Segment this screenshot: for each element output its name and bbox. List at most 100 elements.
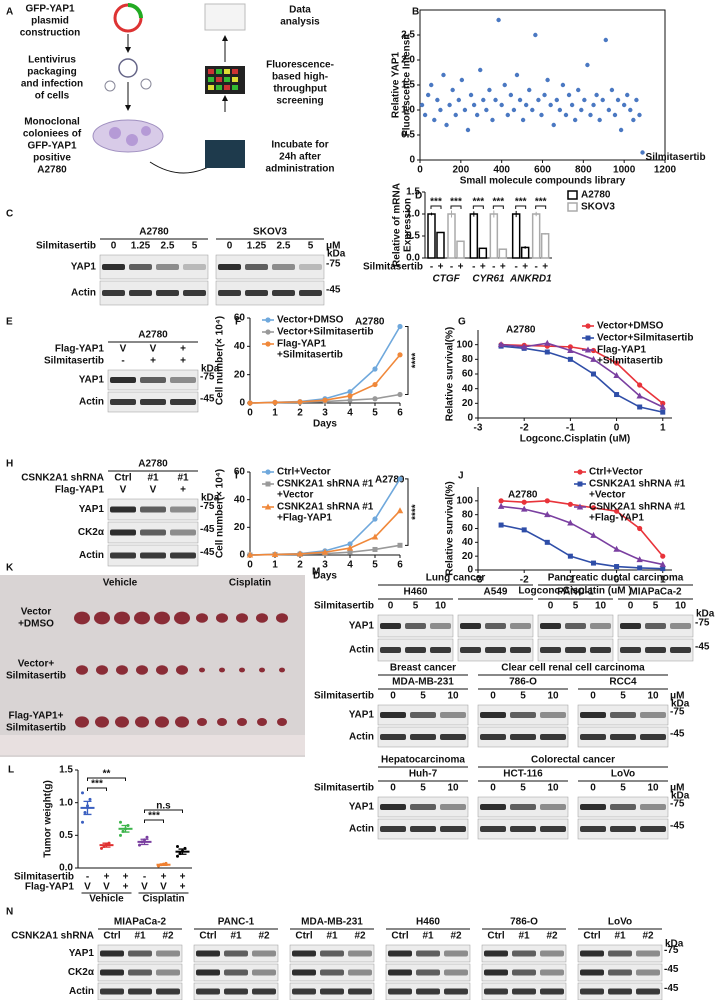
tumor: [216, 613, 228, 623]
band: [640, 712, 666, 718]
significance-bracket: [492, 205, 504, 209]
legend-marker: [585, 335, 591, 341]
band: [512, 969, 536, 976]
marker: [637, 382, 643, 388]
significance: **: [103, 769, 111, 780]
lane-label: +: [180, 485, 186, 496]
band: [444, 950, 468, 957]
legend-label: Vector+DMSO: [597, 321, 664, 332]
significance: ****: [411, 504, 422, 520]
y-tick-label: 60: [462, 523, 474, 534]
marker: [659, 403, 666, 410]
point: [551, 122, 556, 128]
lane-label: V: [120, 344, 127, 355]
band: [292, 950, 316, 957]
band: [245, 264, 268, 270]
marker: [521, 527, 527, 533]
band: [100, 969, 124, 976]
band: [388, 969, 412, 976]
bar: [520, 246, 530, 259]
significance: ***: [535, 197, 547, 208]
point: [542, 92, 547, 98]
lane-label: 0: [390, 783, 396, 794]
lane-label: #1: [614, 931, 626, 942]
band: [348, 969, 372, 976]
error-bar: [83, 800, 92, 816]
lane-row-label: CSNK2A1 shRNA: [21, 473, 104, 484]
marker-label: -45: [670, 821, 685, 832]
group-label: HCT-116: [503, 769, 543, 780]
band: [170, 529, 196, 536]
band: [640, 734, 666, 740]
x-axis-label: Days: [313, 571, 337, 582]
legend-marker: [584, 346, 592, 353]
x-tick-label: -2: [520, 575, 529, 586]
step-label: 24h after: [279, 152, 321, 163]
y-tick-label: 1.5: [59, 765, 73, 776]
x-tick-label: ANKRD1: [509, 274, 552, 285]
point: [545, 77, 550, 83]
tumor: [176, 665, 188, 675]
point: [628, 107, 633, 113]
band: [196, 969, 220, 976]
group-label: H460: [416, 917, 440, 928]
lane-label: 10: [435, 601, 447, 612]
lane-label: Ctrl: [487, 931, 504, 942]
significance: ****: [411, 353, 422, 369]
band: [540, 734, 566, 740]
y-tick-label: 60: [234, 467, 246, 478]
x-axis-label: Logconc.Cisplatin (uM): [520, 434, 631, 445]
y-tick-label: 100: [456, 339, 473, 350]
bar: [531, 213, 541, 259]
panel-letter: A: [6, 7, 13, 18]
treatment-label: +: [458, 262, 464, 273]
band: [110, 529, 136, 536]
row-label: Actin: [349, 645, 374, 656]
lane-label: 5: [420, 691, 426, 702]
treatment-label: -: [86, 872, 89, 883]
row-label: Actin: [79, 397, 104, 408]
legend-marker: [265, 469, 271, 475]
legend-label: Vector+Silmitasertib: [277, 327, 373, 338]
tumor: [75, 716, 89, 728]
lane-label: V: [150, 485, 157, 496]
band: [380, 826, 406, 832]
kda-label: kDa: [671, 699, 690, 710]
band: [580, 950, 604, 957]
legend-swatch: [567, 190, 578, 200]
lane-label: -: [121, 356, 124, 367]
step-label: construction: [20, 28, 81, 39]
point: [493, 97, 498, 103]
significance: ***: [472, 197, 484, 208]
y-tick-label: 40: [462, 383, 474, 394]
band: [670, 647, 691, 653]
plate-wells: [208, 69, 238, 90]
row-label: Vector: [21, 607, 52, 618]
lane-label: 5: [620, 783, 626, 794]
marker: [567, 501, 573, 507]
point: [597, 117, 602, 123]
y-tick-label: 0: [239, 398, 245, 409]
x-tick-label: 1000: [613, 165, 636, 176]
legend-label: Flag-YAP1: [277, 339, 327, 350]
row-label: Actin: [69, 986, 94, 997]
tumor: [74, 611, 90, 625]
marker: [636, 556, 643, 563]
group-label: A2780: [138, 330, 168, 341]
group-label: 786-O: [510, 917, 538, 928]
band: [512, 950, 536, 957]
group-label: PANC-1: [218, 917, 255, 928]
group-label: A2780: [138, 459, 168, 470]
band: [580, 826, 606, 832]
tumor: [197, 718, 207, 726]
lane-label: 0: [111, 241, 117, 252]
point: [533, 32, 538, 38]
point: [514, 72, 520, 78]
point: [523, 102, 529, 108]
x-tick-label: 4: [347, 408, 353, 419]
row-label: YAP1: [349, 802, 375, 813]
point: [468, 92, 474, 98]
band: [183, 264, 206, 270]
point: [471, 102, 477, 108]
marker: [372, 366, 378, 372]
